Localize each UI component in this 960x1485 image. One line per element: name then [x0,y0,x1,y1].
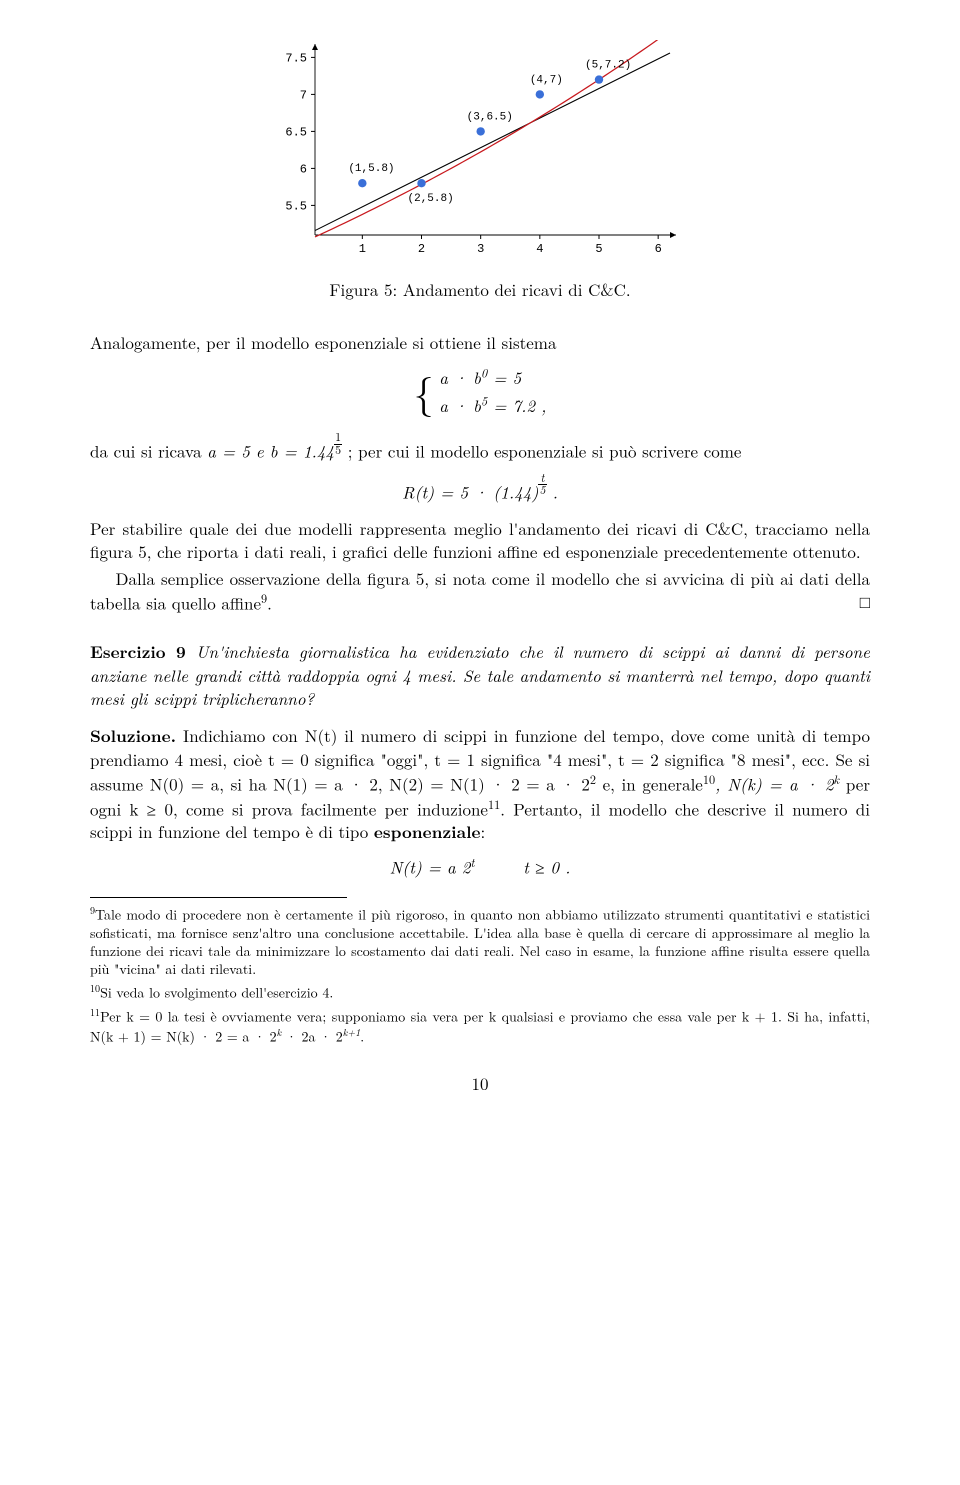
fn10-text: Si veda lo svolgimento dell'esercizio 4. [100,983,333,1003]
eq2-end: . [547,479,558,503]
fn11c: . [360,1027,364,1047]
sol-b: e, in generale [596,772,703,796]
fn11a: Per k = 0 la tesi è ovviamente vera; sup… [90,1007,870,1047]
svg-text:5: 5 [595,242,602,255]
svg-text:4: 4 [536,242,543,255]
para4a: Dalla semplice osservazione della figura… [90,566,870,615]
svg-text:6.5: 6.5 [285,125,307,139]
sol-f: : [480,819,485,843]
figure-caption: Figura 5: Andamento dei ricavi di C&C. [90,278,870,301]
svg-text:(4,7): (4,7) [530,74,563,86]
equation-r: R(t) = 5 · (1.44)t5 . [90,473,870,503]
svg-text:6: 6 [300,162,307,176]
eq2-lhs: R(t) = 5 · (1.44) [402,479,538,503]
svg-text:6: 6 [655,242,662,255]
para2a: da cui si ricava [90,439,207,463]
footnote-rule [90,897,347,898]
fn10-mark: 10 [90,981,100,995]
footnote-ref-10: 10 [703,770,715,788]
exercise-text: Un'inchiesta giornalistica ha evidenziat… [90,639,870,710]
para2-frac: 15 [334,432,342,457]
chart-container: 1 2 3 4 5 6 5.5 6 6.5 7 7.5 (1,5.8) (2,5.8) (3,6.5) (4… [90,40,870,260]
eq3-sp [475,855,524,879]
qed-icon: □ [834,590,870,613]
footnote-11: 11Per k = 0 la tesi è ovviamente vera; s… [90,1006,870,1046]
sys1-rhs: = 5 [487,365,521,389]
svg-text:7: 7 [300,88,307,102]
svg-text:3: 3 [477,242,484,255]
footnote-9: 9Tale modo di procedere non è certamente… [90,904,870,978]
sys1-lhs: a · b [439,365,481,389]
sol-bold: esponenziale [374,820,481,844]
equation-n: N(t) = a 2t t ≥ 0 . [90,854,870,879]
footnote-10: 10Si veda lo svolgimento dell'esercizio … [90,982,870,1002]
fn11-exp2: k+1 [343,1025,361,1039]
fn9-text: Tale modo di procedere non è certamente … [90,904,870,979]
svg-text:5.5: 5.5 [285,199,307,213]
sys2-rhs: = 7.2 , [487,393,546,417]
para2-math1: a = 5 e b = 1.44 [207,439,334,463]
svg-text:(1,5.8): (1,5.8) [348,163,394,175]
sys2-lhs: a · b [439,393,481,417]
equation-system: { a · b0 = 5 a · b5 = 7.2 , [90,364,870,418]
sol-c: , N(k) = a · 2 [715,772,833,796]
fn11-mark: 11 [90,1005,100,1019]
svg-text:(5,7.2): (5,7.2) [585,60,631,72]
svg-text:(2,5.8): (2,5.8) [408,193,454,205]
footnote-ref-11: 11 [488,795,500,813]
fn11b: · 2a · 2 [281,1027,342,1047]
revenue-chart: 1 2 3 4 5 6 5.5 6 6.5 7 7.5 (1,5.8) (2,5.8) (3,6.5) (4… [265,40,695,255]
paragraph-derive: da cui si ricava a = 5 e b = 1.4415 ; pe… [90,432,870,462]
svg-text:7.5: 7.5 [285,51,307,65]
para2b: ; per cui il modello esponenziale si può… [342,439,741,463]
svg-text:(3,6.5): (3,6.5) [467,111,513,123]
exercise-9: Esercizio 9 Un'inchiesta giornalistica h… [90,640,870,710]
eq2-frac: t5 [538,473,546,498]
paragraph-conclude: Dalla semplice osservazione della figura… [90,567,870,615]
svg-text:2: 2 [418,242,425,255]
svg-text:1: 1 [359,242,366,255]
solution: Soluzione. Indichiamo con N(t) il numero… [90,724,870,844]
solution-label: Soluzione. [90,724,176,748]
paragraph-compare: Per stabilire quale dei due modelli rapp… [90,517,870,563]
paragraph-intro: Analogamente, per il modello esponenzial… [90,331,870,354]
exercise-label: Esercizio 9 [90,640,186,664]
para4b: . [267,590,272,614]
eq3-lhs: N(t) = a 2 [390,855,471,879]
brace-icon: { [414,373,434,409]
eq3-tail: t ≥ 0 . [523,855,570,879]
page-number: 10 [90,1072,870,1095]
